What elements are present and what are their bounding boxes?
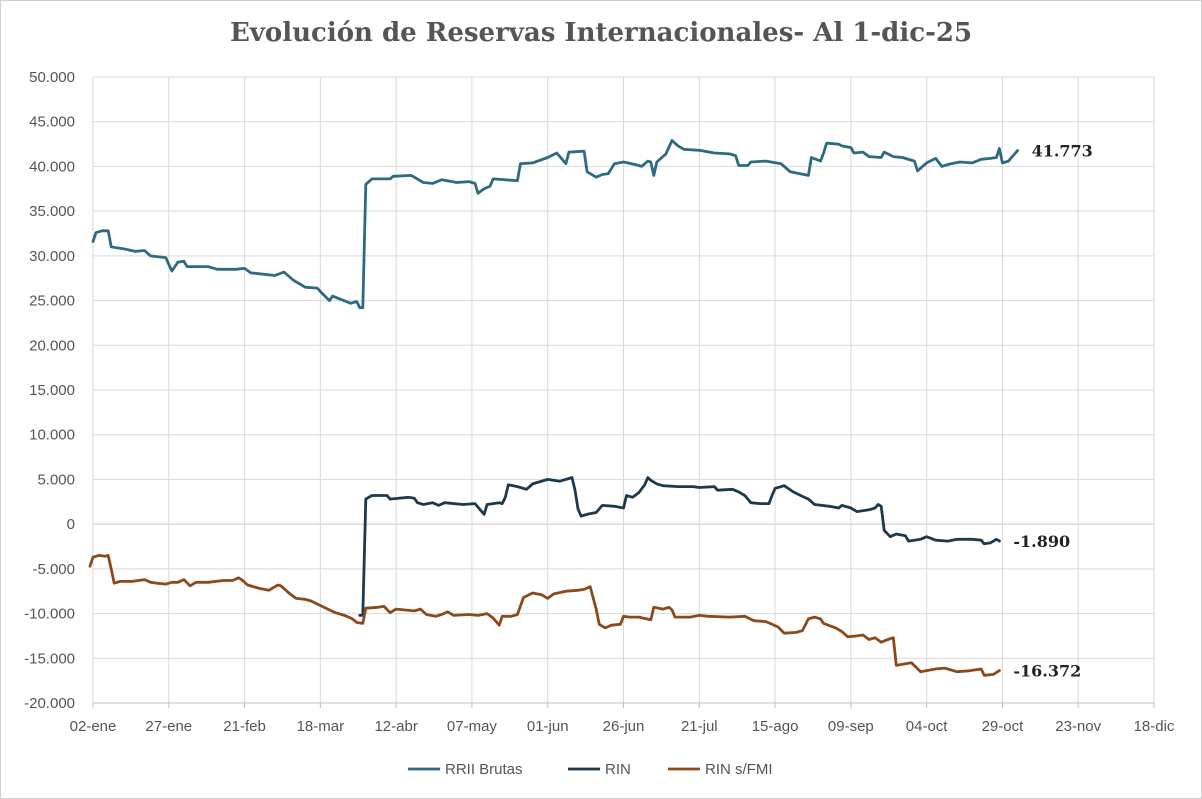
y-tick-label: 25.000 <box>29 293 75 310</box>
y-tick-label: -5.000 <box>32 561 75 578</box>
x-tick-label: 04-oct <box>906 718 949 735</box>
series-line-rin-s-fmi <box>88 554 1001 677</box>
x-tick-label: 18-dic <box>1134 718 1175 735</box>
y-tick-label: 5.000 <box>37 471 75 488</box>
x-tick-label: 27-ene <box>145 718 192 735</box>
end-label-rrii-brutas: 41.773 <box>1032 142 1093 161</box>
x-tick-label: 26-jun <box>603 718 645 735</box>
y-axis: -20.000 -15.000 -10.000 -5.000 0 5.000 10.000 1… <box>24 69 75 712</box>
x-tick-label: 12-abr <box>374 718 417 735</box>
y-tick-label: 10.000 <box>29 427 75 444</box>
x-tick-label: 02-ene <box>70 718 117 735</box>
y-tick-label: 45.000 <box>29 114 75 131</box>
y-tick-label: 20.000 <box>29 337 75 354</box>
end-labels: 41.773 -1.890 -16.372 <box>1013 142 1092 681</box>
series-lines <box>88 139 1019 677</box>
y-tick-label: 15.000 <box>29 382 75 399</box>
x-tick-label: 07-may <box>447 718 498 735</box>
gridlines <box>92 76 1155 704</box>
legend-label-rin-s-fmi: RIN s/FMI <box>705 761 773 778</box>
end-label-rin-s-fmi: -16.372 <box>1013 662 1081 681</box>
legend-label-rin: RIN <box>605 761 631 778</box>
y-tick-label: 50.000 <box>29 69 75 86</box>
chart-title: Evolución de Reservas Internacionales- A… <box>229 18 973 48</box>
x-tick-label: 29-oct <box>982 718 1025 735</box>
y-tick-label: -15.000 <box>24 650 75 667</box>
x-tick-label: 21-feb <box>223 718 266 735</box>
x-tick-label: 09-sep <box>828 718 874 735</box>
legend-label-rrii-brutas: RRII Brutas <box>445 761 523 778</box>
x-tick-label: 15-ago <box>752 718 799 735</box>
y-tick-label: -10.000 <box>24 606 75 623</box>
end-label-rin: -1.890 <box>1013 532 1070 551</box>
x-tick-label: 23-nov <box>1055 718 1101 735</box>
series-line-rin <box>358 476 1001 617</box>
y-tick-label: 40.000 <box>29 158 75 175</box>
y-tick-label: 0 <box>67 516 75 533</box>
x-tick-label: 18-mar <box>297 718 345 735</box>
x-tick-label: 21-jul <box>681 718 718 735</box>
series-line-rrii-brutas <box>91 139 1019 310</box>
x-axis: 02-ene 27-ene 21-feb 18-mar 12-abr 07-may 01-j… <box>70 702 1175 735</box>
y-tick-label: 30.000 <box>29 248 75 265</box>
y-tick-label: 35.000 <box>29 203 75 220</box>
y-tick-label: -20.000 <box>24 695 75 712</box>
x-tick-label: 01-jun <box>527 718 569 735</box>
legend: RRII Brutas RIN RIN s/FMI <box>408 761 773 778</box>
